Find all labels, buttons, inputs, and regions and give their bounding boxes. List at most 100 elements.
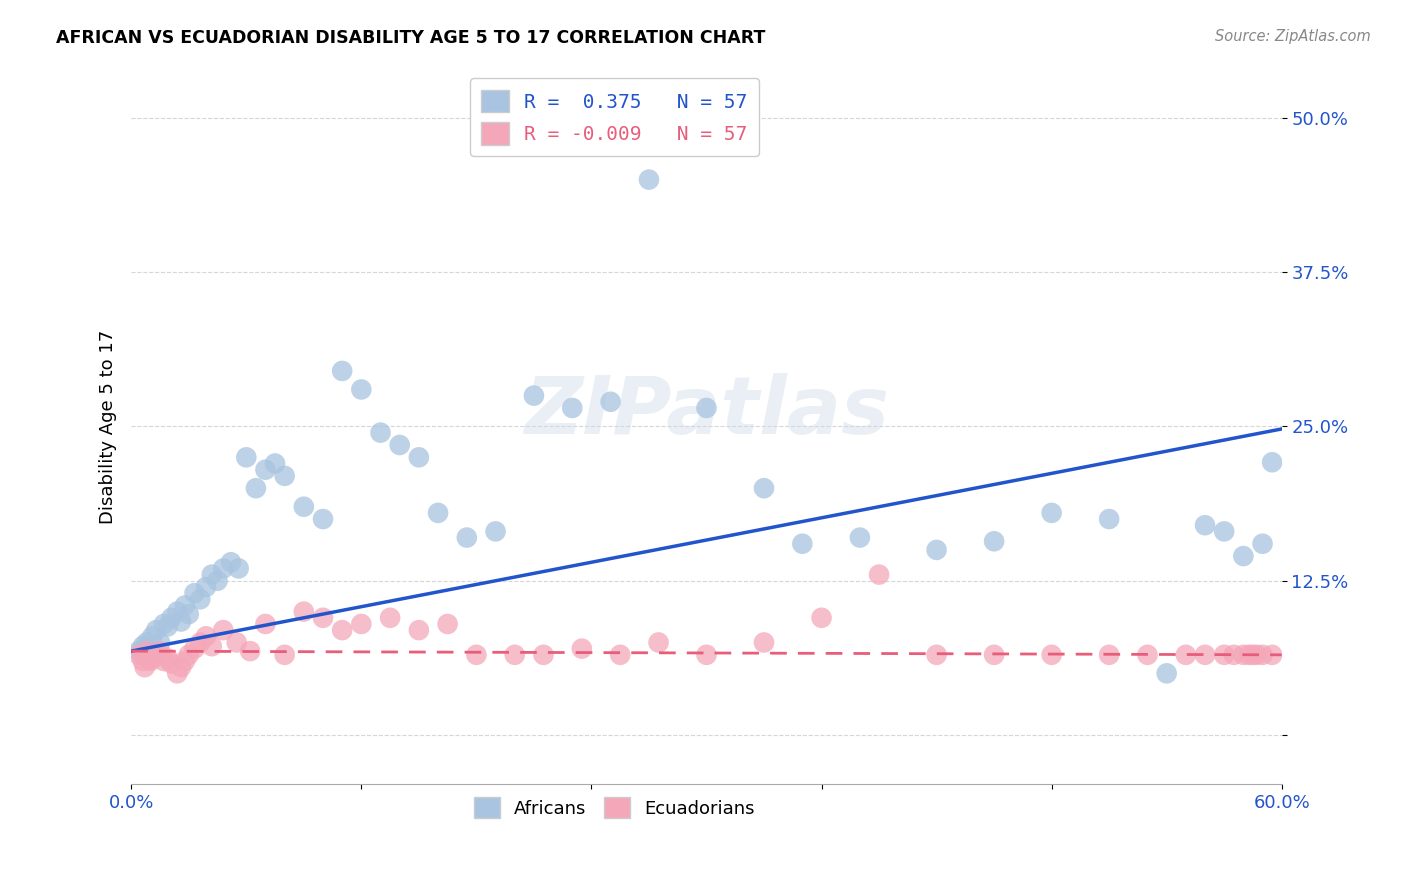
- Point: [195, 580, 218, 594]
- Point: [174, 654, 197, 668]
- Point: [212, 623, 235, 637]
- Point: [1156, 666, 1178, 681]
- Point: [1241, 648, 1264, 662]
- Point: [1213, 648, 1236, 662]
- Point: [609, 648, 631, 662]
- Point: [436, 617, 458, 632]
- Point: [752, 481, 775, 495]
- Point: [245, 481, 267, 495]
- Point: [149, 644, 172, 658]
- Point: [141, 629, 163, 643]
- Point: [1136, 648, 1159, 662]
- Point: [195, 629, 218, 643]
- Point: [156, 651, 179, 665]
- Point: [408, 623, 430, 637]
- Point: [141, 651, 163, 665]
- Point: [128, 644, 150, 658]
- Point: [188, 635, 211, 649]
- Point: [1040, 506, 1063, 520]
- Point: [134, 660, 156, 674]
- Point: [695, 648, 717, 662]
- Point: [132, 639, 155, 653]
- Point: [166, 605, 188, 619]
- Point: [523, 389, 546, 403]
- Point: [330, 623, 353, 637]
- Point: [135, 644, 157, 658]
- Point: [1251, 537, 1274, 551]
- Point: [503, 648, 526, 662]
- Point: [1223, 648, 1246, 662]
- Point: [983, 534, 1005, 549]
- Point: [156, 619, 179, 633]
- Point: [254, 463, 277, 477]
- Point: [792, 537, 814, 551]
- Point: [810, 611, 832, 625]
- Point: [378, 611, 401, 625]
- Point: [225, 635, 247, 649]
- Point: [183, 641, 205, 656]
- Point: [139, 644, 162, 658]
- Point: [264, 457, 287, 471]
- Point: [177, 648, 200, 662]
- Point: [312, 611, 335, 625]
- Text: Source: ZipAtlas.com: Source: ZipAtlas.com: [1215, 29, 1371, 44]
- Point: [1194, 518, 1216, 533]
- Point: [292, 500, 315, 514]
- Text: ZIPatlas: ZIPatlas: [524, 373, 889, 451]
- Point: [925, 648, 948, 662]
- Point: [212, 561, 235, 575]
- Point: [149, 635, 172, 649]
- Point: [1261, 648, 1284, 662]
- Point: [219, 555, 242, 569]
- Point: [1251, 648, 1274, 662]
- Point: [207, 574, 229, 588]
- Point: [752, 635, 775, 649]
- Point: [188, 592, 211, 607]
- Point: [201, 639, 224, 653]
- Point: [160, 611, 183, 625]
- Point: [135, 635, 157, 649]
- Point: [465, 648, 488, 662]
- Point: [350, 617, 373, 632]
- Point: [1232, 549, 1254, 563]
- Point: [571, 641, 593, 656]
- Text: AFRICAN VS ECUADORIAN DISABILITY AGE 5 TO 17 CORRELATION CHART: AFRICAN VS ECUADORIAN DISABILITY AGE 5 T…: [56, 29, 766, 46]
- Point: [138, 648, 160, 662]
- Point: [166, 666, 188, 681]
- Point: [235, 450, 257, 465]
- Point: [170, 615, 193, 629]
- Point: [1040, 648, 1063, 662]
- Point: [273, 648, 295, 662]
- Point: [201, 567, 224, 582]
- Point: [1098, 512, 1121, 526]
- Point: [388, 438, 411, 452]
- Point: [139, 654, 162, 668]
- Point: [132, 654, 155, 668]
- Point: [239, 644, 262, 658]
- Point: [868, 567, 890, 582]
- Point: [170, 660, 193, 674]
- Point: [145, 648, 167, 662]
- Point: [1261, 455, 1284, 469]
- Point: [128, 648, 150, 662]
- Point: [1098, 648, 1121, 662]
- Point: [160, 657, 183, 671]
- Point: [695, 401, 717, 415]
- Point: [1237, 648, 1260, 662]
- Legend: Africans, Ecuadorians: Africans, Ecuadorians: [467, 790, 762, 825]
- Point: [273, 468, 295, 483]
- Point: [1232, 648, 1254, 662]
- Y-axis label: Disability Age 5 to 17: Disability Age 5 to 17: [100, 329, 117, 524]
- Point: [638, 172, 661, 186]
- Point: [134, 648, 156, 662]
- Point: [174, 599, 197, 613]
- Point: [153, 654, 176, 668]
- Point: [145, 623, 167, 637]
- Point: [408, 450, 430, 465]
- Point: [292, 605, 315, 619]
- Point: [533, 648, 555, 662]
- Point: [177, 607, 200, 621]
- Point: [1194, 648, 1216, 662]
- Point: [925, 542, 948, 557]
- Point: [183, 586, 205, 600]
